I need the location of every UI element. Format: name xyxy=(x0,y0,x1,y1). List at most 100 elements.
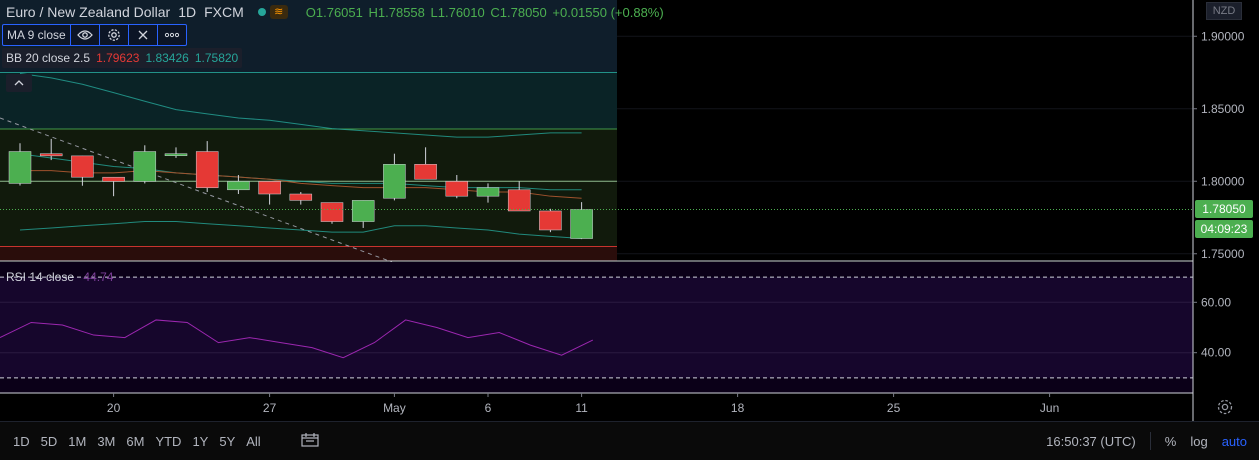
rsi-zone-fill xyxy=(0,277,1193,378)
timeframe-3m[interactable]: 3M xyxy=(97,433,116,449)
exchange-label: FXCM xyxy=(204,4,244,20)
candle xyxy=(195,141,219,192)
high-value: H1.78558 xyxy=(368,4,425,20)
change-value: +0.01550 (+0.88%) xyxy=(552,4,664,20)
candle-body xyxy=(8,151,32,184)
rsi-band-zone xyxy=(0,276,1193,379)
time-label: 18 xyxy=(731,401,745,415)
price-axis[interactable]: 1.90000 1.85000 1.80000 1.75000 xyxy=(1193,29,1245,261)
price-label: 1.75000 xyxy=(1201,247,1245,261)
bar-countdown-tag: 04:09:23 xyxy=(1195,220,1253,238)
candle-body xyxy=(164,153,188,156)
open-value: O1.76051 xyxy=(305,4,363,20)
candle xyxy=(258,181,281,205)
chart-grid xyxy=(617,35,1193,255)
timeframe-1y[interactable]: 1Y xyxy=(192,433,209,449)
percent-toggle[interactable]: % xyxy=(1164,433,1177,449)
candle xyxy=(102,176,125,197)
candle-body xyxy=(133,151,157,182)
candle xyxy=(71,155,94,186)
timeframe-all[interactable]: All xyxy=(246,433,261,449)
timeframe-5y[interactable]: 5Y xyxy=(219,433,236,449)
ma-legend-box[interactable]: MA 9 close xyxy=(2,24,187,46)
candle-body xyxy=(539,210,562,231)
candle xyxy=(164,147,188,158)
price-label: 1.85000 xyxy=(1201,102,1245,116)
low-value: L1.76010 xyxy=(430,4,485,20)
price-label: 1.80000 xyxy=(1201,174,1245,188)
timeframe-5d[interactable]: 5D xyxy=(40,433,58,449)
chart-header: Euro / New Zealand Dollar 1D FXCM ≋ O1.7… xyxy=(6,3,666,21)
rsi-label: RSI 14 close xyxy=(6,270,75,284)
candle-body xyxy=(476,187,500,197)
candle xyxy=(445,175,469,199)
bottom-toolbar: 1D 5D 1M 3M 6M YTD 1Y 5Y All 16:50:37 (U… xyxy=(0,421,1259,460)
candle xyxy=(289,191,313,205)
rsi-legend[interactable]: RSI 14 close 44.74 xyxy=(6,270,113,284)
bb-upper-value: 1.83426 xyxy=(145,51,189,65)
data-wave-icon: ≋ xyxy=(269,5,288,19)
log-toggle[interactable]: log xyxy=(1190,433,1208,449)
candle xyxy=(227,175,250,195)
ma-legend: MA 9 close xyxy=(2,24,187,46)
candle-body xyxy=(351,200,375,222)
market-open-dot-icon xyxy=(257,8,266,16)
bb-upper-band xyxy=(19,73,582,138)
auto-scale-toggle[interactable]: auto xyxy=(1221,433,1247,449)
time-label: 6 xyxy=(485,401,492,415)
candle xyxy=(414,147,437,180)
trend-line[interactable] xyxy=(0,117,393,263)
timeframe-1m[interactable]: 1M xyxy=(68,433,87,449)
bb-basis-value: 1.79623 xyxy=(96,51,140,65)
candle-body xyxy=(289,193,313,201)
currency-button[interactable]: NZD xyxy=(1206,2,1242,20)
candle-body xyxy=(39,153,63,157)
zone-upper xyxy=(0,72,617,130)
candle xyxy=(476,183,500,203)
candle xyxy=(133,145,157,184)
settings-gear-icon[interactable] xyxy=(1216,398,1234,416)
interval-label[interactable]: 1D xyxy=(178,4,197,20)
candle-body xyxy=(445,181,469,197)
time-label: 20 xyxy=(107,401,121,415)
time-label: 27 xyxy=(263,401,277,415)
time-label: Jun xyxy=(1040,401,1059,415)
timeframe-6m[interactable]: 6M xyxy=(126,433,145,449)
candle xyxy=(383,153,406,201)
timeframe-ytd[interactable]: YTD xyxy=(155,433,182,449)
bottom-right-controls: 16:50:37 (UTC) % log auto xyxy=(1046,422,1247,460)
rsi-axis[interactable]: 60.00 40.00 xyxy=(1193,295,1231,360)
ohlc-values: O1.76051 H1.78558 L1.76010 C1.78050 +0.0… xyxy=(306,5,666,20)
collapse-legend-button[interactable] xyxy=(6,74,32,92)
eye-icon[interactable] xyxy=(69,25,99,45)
rsi-value: 44.74 xyxy=(83,270,114,284)
bb-label: BB 20 close 2.5 xyxy=(6,51,91,65)
candle-body xyxy=(195,151,219,189)
utc-clock[interactable]: 16:50:37 (UTC) xyxy=(1046,433,1136,449)
time-label: May xyxy=(383,401,406,415)
date-range-icon[interactable] xyxy=(301,432,319,450)
gear-icon[interactable] xyxy=(98,25,128,45)
last-price-tag: 1.78050 xyxy=(1195,200,1253,218)
close-icon[interactable] xyxy=(127,25,157,45)
chevron-up-icon xyxy=(14,80,24,86)
candle-body xyxy=(71,155,94,178)
timeframe-1d[interactable]: 1D xyxy=(13,433,30,449)
bb-legend[interactable]: BB 20 close 2.5 1.79623 1.83426 1.75820 xyxy=(2,48,243,68)
price-label: 1.90000 xyxy=(1201,29,1245,43)
candle xyxy=(8,143,32,186)
close-value: C1.78050 xyxy=(490,4,547,20)
candle-body xyxy=(102,176,125,182)
symbol-title[interactable]: Euro / New Zealand Dollar xyxy=(6,4,171,20)
candle-body xyxy=(570,209,593,239)
candle-body xyxy=(320,202,344,222)
candle-body xyxy=(507,189,531,212)
time-axis[interactable]: 20 27 May 6 11 18 25 Jun xyxy=(107,393,1059,415)
candle xyxy=(39,138,63,161)
candle-body xyxy=(414,164,437,180)
ma-label[interactable]: MA 9 close xyxy=(7,28,66,42)
candle xyxy=(539,208,562,233)
bb-lower-value: 1.75820 xyxy=(194,51,239,65)
more-options-icon[interactable] xyxy=(156,25,186,45)
